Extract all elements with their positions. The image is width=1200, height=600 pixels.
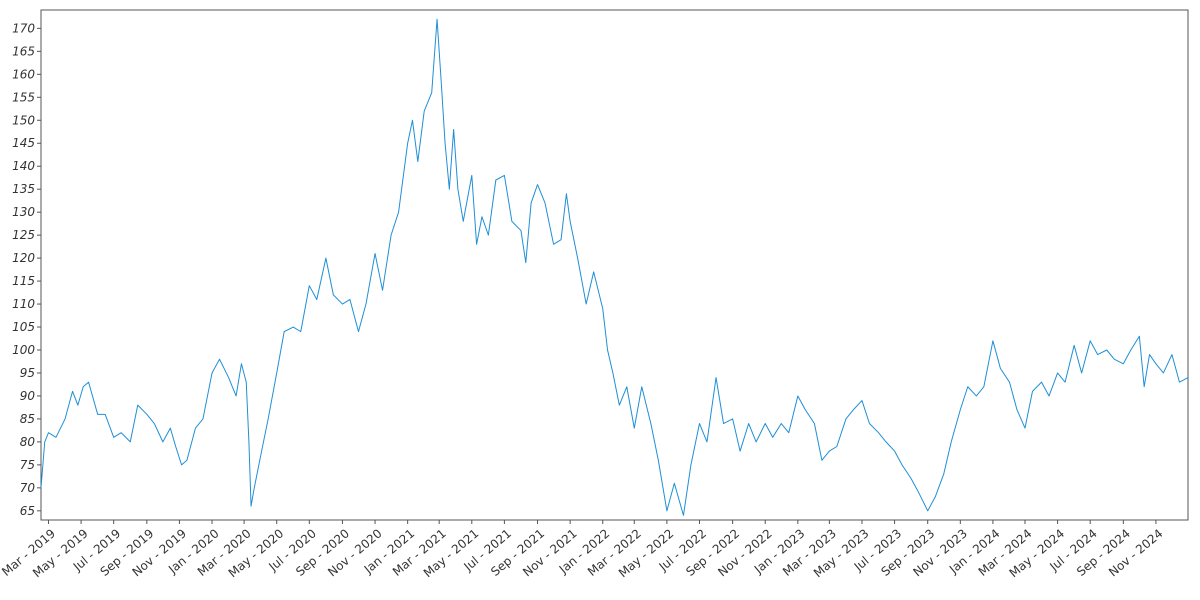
y-tick-label: 145 <box>12 136 35 150</box>
series-line <box>40 18 1189 516</box>
y-tick-label: 80 <box>20 435 36 449</box>
y-tick-label: 165 <box>12 44 35 58</box>
y-tick-label: 125 <box>12 228 35 242</box>
y-tick-label: 120 <box>12 251 35 265</box>
y-tick-label: 115 <box>12 274 35 288</box>
y-tick-label: 150 <box>12 113 35 127</box>
series-layer <box>40 18 1189 516</box>
y-tick-label: 130 <box>12 205 35 219</box>
y-axis: 65 70 75 80 85 90 95 100 105 110 115 120 125 130 135 14… <box>12 21 41 518</box>
y-tick-label: 110 <box>12 297 35 311</box>
y-tick-label: 105 <box>12 320 35 334</box>
y-tick-label: 135 <box>12 182 35 196</box>
y-tick-label: 85 <box>20 412 35 426</box>
y-tick-label: 170 <box>12 21 35 35</box>
y-tick-label: 140 <box>12 159 35 173</box>
y-tick-label: 95 <box>20 366 35 380</box>
y-tick-label: 100 <box>12 343 35 357</box>
plot-area <box>40 9 1189 521</box>
y-tick-label: 90 <box>20 389 36 403</box>
y-tick-label: 75 <box>20 458 35 472</box>
y-tick-label: 65 <box>20 504 35 518</box>
y-tick-label: 70 <box>20 481 36 495</box>
y-tick-label: 155 <box>12 90 35 104</box>
y-tick-label: 160 <box>12 67 35 81</box>
